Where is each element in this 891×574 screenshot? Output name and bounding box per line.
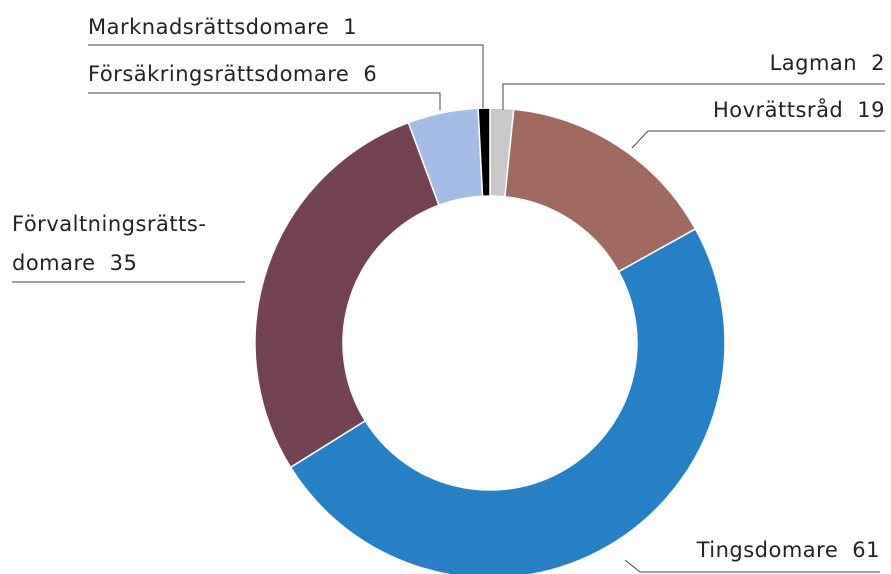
leader-line [88, 92, 441, 110]
label-name: Marknadsrättsdomare [88, 15, 330, 39]
label-value: 61 [852, 538, 880, 562]
label-name: Hovrättsråd [712, 98, 844, 122]
donut-slice [254, 121, 440, 469]
slice-label: Marknadsrättsdomare 1 [88, 8, 357, 47]
slice-label: Lagman 2 [770, 44, 885, 83]
slices [254, 107, 726, 574]
leader-line [502, 83, 885, 110]
slice-label: Hovrättsråd 19 [713, 91, 885, 130]
donut-slice [289, 227, 726, 574]
label-value: 6 [363, 62, 378, 86]
label-value: 1 [343, 15, 358, 39]
leader-line [631, 130, 885, 149]
label-name: Tingsdomare [696, 538, 839, 562]
donut-slice [477, 107, 491, 197]
label-name: Försäkringsrättsdomare [88, 62, 350, 86]
label-value: 2 [871, 51, 885, 75]
label-name: Förvaltningsrätts- domare [12, 212, 207, 275]
label-name: Lagman [769, 51, 858, 75]
label-value: 35 [109, 251, 138, 275]
slice-label: Tingsdomare 61 [697, 531, 880, 570]
leader-line [624, 559, 880, 573]
slice-label: Försäkringsrättsdomare 6 [88, 55, 377, 94]
leader-line [88, 44, 484, 108]
label-value: 19 [857, 98, 885, 122]
slice-label: Förvaltningsrätts- domare 35 [12, 205, 206, 283]
